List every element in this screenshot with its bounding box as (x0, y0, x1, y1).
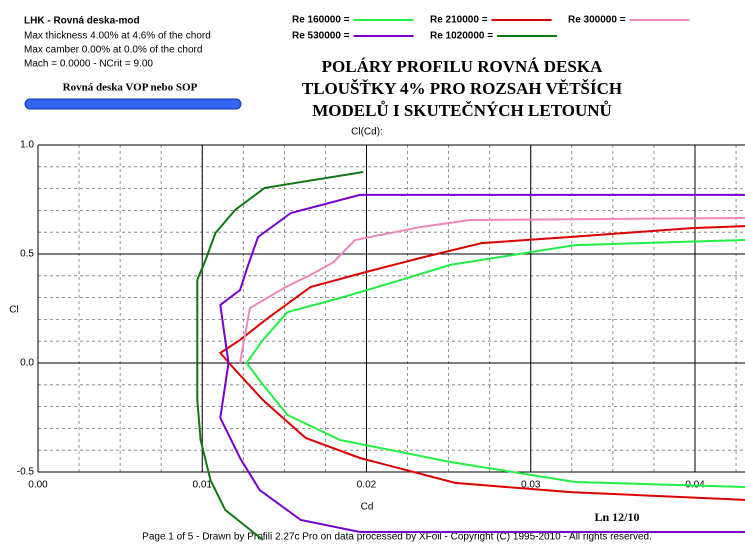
x-tick-label: 0.00 (28, 480, 48, 491)
title-line: TLOUŠŤKY 4% PRO ROZSAH VĚTŠÍCH (302, 79, 622, 98)
badge-text: Rovná deska VOP nebo SOP (63, 82, 198, 94)
y-tick-label: 0.5 (20, 249, 34, 260)
polar-line (219, 193, 745, 533)
header-line: Max camber 0.00% at 0.0% of the chord (24, 45, 202, 56)
polar-line (196, 171, 364, 541)
footer: Page 1 of 5 - Drawn by Profili 2.27c Pro… (142, 532, 652, 543)
legend-label: Re 210000 = (430, 15, 488, 26)
y-axis-label: Cl (9, 305, 18, 316)
legend-label: Re 1020000 = (430, 31, 493, 42)
x-axis-label: Cd (361, 502, 374, 513)
polar-line (218, 225, 745, 501)
legend-label: Re 300000 = (568, 15, 626, 26)
x-tick-label: 0.02 (357, 480, 377, 491)
badge-bar (24, 98, 242, 110)
polar-line (245, 239, 745, 488)
y-tick-label: -0.5 (17, 467, 35, 478)
header-line: LHK - Rovná deska-mod (24, 16, 140, 27)
header-line: Max thickness 4.00% at 4.6% of the chord (24, 31, 211, 42)
y-tick-label: 0.0 (20, 358, 34, 369)
title-line: POLÁRY PROFILU ROVNÁ DESKA (322, 57, 603, 76)
polar-line (239, 217, 745, 364)
legend-label: Re 160000 = (292, 15, 350, 26)
header-line: Mach = 0.0000 - NCrit = 9.00 (24, 59, 153, 70)
legend-label: Re 530000 = (292, 31, 350, 42)
title-line: MODELŮ I SKUTEČNÝCH LETOUNŮ (312, 101, 612, 120)
note: Ln 12/10 (594, 510, 639, 524)
y-tick-label: 1.0 (20, 140, 34, 151)
x-tick-label: 0.01 (193, 480, 213, 491)
x-tick-label: 0.03 (521, 480, 541, 491)
plot-label: Cl(Cd): (351, 127, 383, 138)
